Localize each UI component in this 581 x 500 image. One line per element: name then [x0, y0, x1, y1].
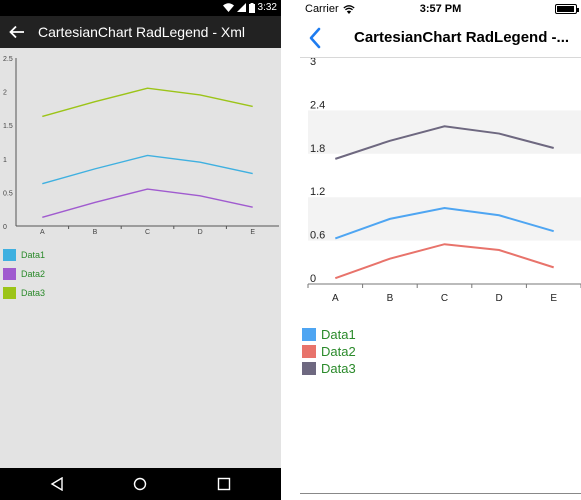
nav-recents-icon[interactable] [217, 477, 231, 491]
legend-swatch [302, 328, 316, 341]
series-line-data1 [334, 207, 554, 240]
x-tick-label: E [250, 229, 255, 236]
legend-item-data1: Data1 [302, 326, 356, 343]
x-tick-label: B [387, 293, 394, 304]
battery-icon [248, 2, 255, 13]
legend-label: Data3 [21, 287, 46, 298]
ios-navigation-bar: CartesianChart RadLegend -... [300, 18, 581, 58]
legend-item-data1: Data1 [3, 245, 45, 264]
legend-label: Data2 [21, 268, 46, 279]
series-line-data1 [42, 154, 253, 185]
legend-label: Data3 [321, 361, 356, 376]
x-tick-label: A [40, 229, 45, 236]
plot-band [308, 197, 581, 241]
x-tick-label: B [93, 229, 98, 236]
carrier-label: Carrier [305, 3, 339, 15]
ios-legend: Data1 Data2 Data3 [302, 326, 356, 377]
android-navigation-bar [0, 468, 281, 500]
android-status-bar: 3:32 [0, 0, 281, 16]
battery-icon [555, 4, 579, 14]
ios-line-chart: 0 0.6 1.2 1.8 2.4 3 A B C D E [307, 58, 581, 304]
screen-divider [281, 0, 300, 500]
series-line-data2 [42, 188, 253, 218]
series-line-data3 [42, 87, 253, 118]
legend-item-data3: Data3 [3, 283, 45, 302]
y-tick-label: 1.5 [3, 123, 13, 130]
legend-swatch [302, 345, 316, 358]
android-line-chart: 0 0.5 1 1.5 2 2.5 A B C D E [3, 56, 279, 236]
y-tick-label: 2.5 [3, 56, 13, 63]
android-screen: 3:32 CartesianChart RadLegend - Xml 0 0.5… [0, 0, 281, 500]
y-tick-label: 0 [310, 273, 316, 285]
bottom-separator [300, 493, 581, 494]
nav-back-icon[interactable] [50, 477, 64, 491]
x-tick-label: C [145, 229, 150, 236]
x-tick-label: D [495, 293, 502, 304]
legend-label: Data1 [321, 327, 356, 342]
series-line-data3 [334, 125, 554, 160]
y-tick-label: 2.4 [310, 99, 325, 111]
android-status-time: 3:32 [257, 2, 277, 13]
ios-screen: Carrier 3:57 PM CartesianChart RadLegend… [300, 0, 581, 500]
page-title: CartesianChart RadLegend -... [354, 29, 570, 46]
legend-swatch [3, 267, 16, 280]
y-tick-label: 1.2 [310, 186, 325, 198]
plot-band [308, 110, 581, 154]
legend-swatch [302, 362, 316, 375]
y-tick-label: 0 [3, 224, 7, 231]
legend-swatch [3, 286, 16, 299]
y-tick-label: 1 [3, 157, 7, 164]
android-app-bar: CartesianChart RadLegend - Xml [0, 16, 281, 48]
y-tick-label: 0.5 [3, 190, 13, 197]
legend-item-data2: Data2 [302, 343, 356, 360]
x-tick-label: C [441, 293, 448, 304]
x-tick-label: A [332, 293, 339, 304]
ios-status-time: 3:57 PM [419, 3, 462, 15]
ios-status-bar: Carrier 3:57 PM [300, 0, 581, 18]
legend-label: Data2 [321, 344, 356, 359]
legend-label: Data1 [21, 249, 46, 260]
wifi-icon [343, 4, 355, 14]
legend-item-data2: Data2 [3, 264, 45, 283]
signal-icon [236, 3, 246, 12]
wifi-icon [222, 3, 234, 12]
x-tick-label: E [550, 293, 557, 304]
y-tick-label: 0.6 [310, 230, 325, 242]
back-arrow-icon[interactable] [9, 25, 25, 39]
y-tick-label: 3 [310, 58, 316, 68]
series-line-data2 [334, 243, 555, 280]
legend-swatch [3, 248, 16, 261]
x-tick-label: D [198, 229, 203, 236]
y-tick-label: 1.8 [310, 143, 325, 155]
legend-item-data3: Data3 [302, 360, 356, 377]
back-chevron-icon[interactable] [308, 27, 322, 49]
android-legend: Data1 Data2 Data3 [3, 245, 45, 302]
nav-home-icon[interactable] [133, 477, 147, 491]
y-tick-label: 2 [3, 90, 7, 97]
page-title: CartesianChart RadLegend - Xml [38, 24, 245, 40]
